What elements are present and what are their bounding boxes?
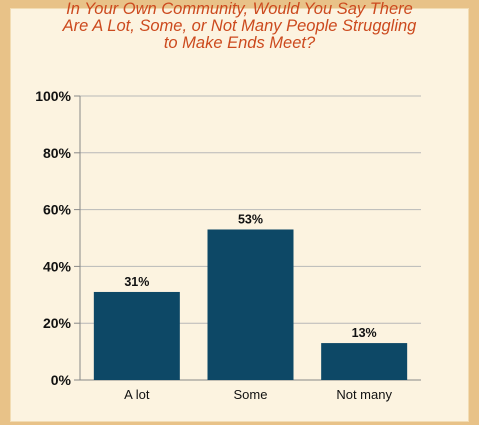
bar — [208, 229, 294, 380]
y-tick-label: 0% — [51, 372, 72, 388]
y-tick-label: 100% — [35, 88, 71, 104]
y-tick-label: 20% — [43, 315, 72, 331]
bar — [321, 343, 407, 380]
data-label: 53% — [238, 212, 263, 226]
y-tick-label: 60% — [43, 202, 72, 218]
x-category-label: A lot — [124, 387, 150, 402]
y-tick-label: 40% — [43, 258, 72, 274]
data-label: 13% — [352, 326, 377, 340]
x-category-label: Not many — [336, 387, 392, 402]
y-tick-label: 80% — [43, 145, 72, 161]
x-category-label: Some — [234, 387, 268, 402]
bar — [94, 292, 180, 380]
data-label: 31% — [124, 275, 149, 289]
